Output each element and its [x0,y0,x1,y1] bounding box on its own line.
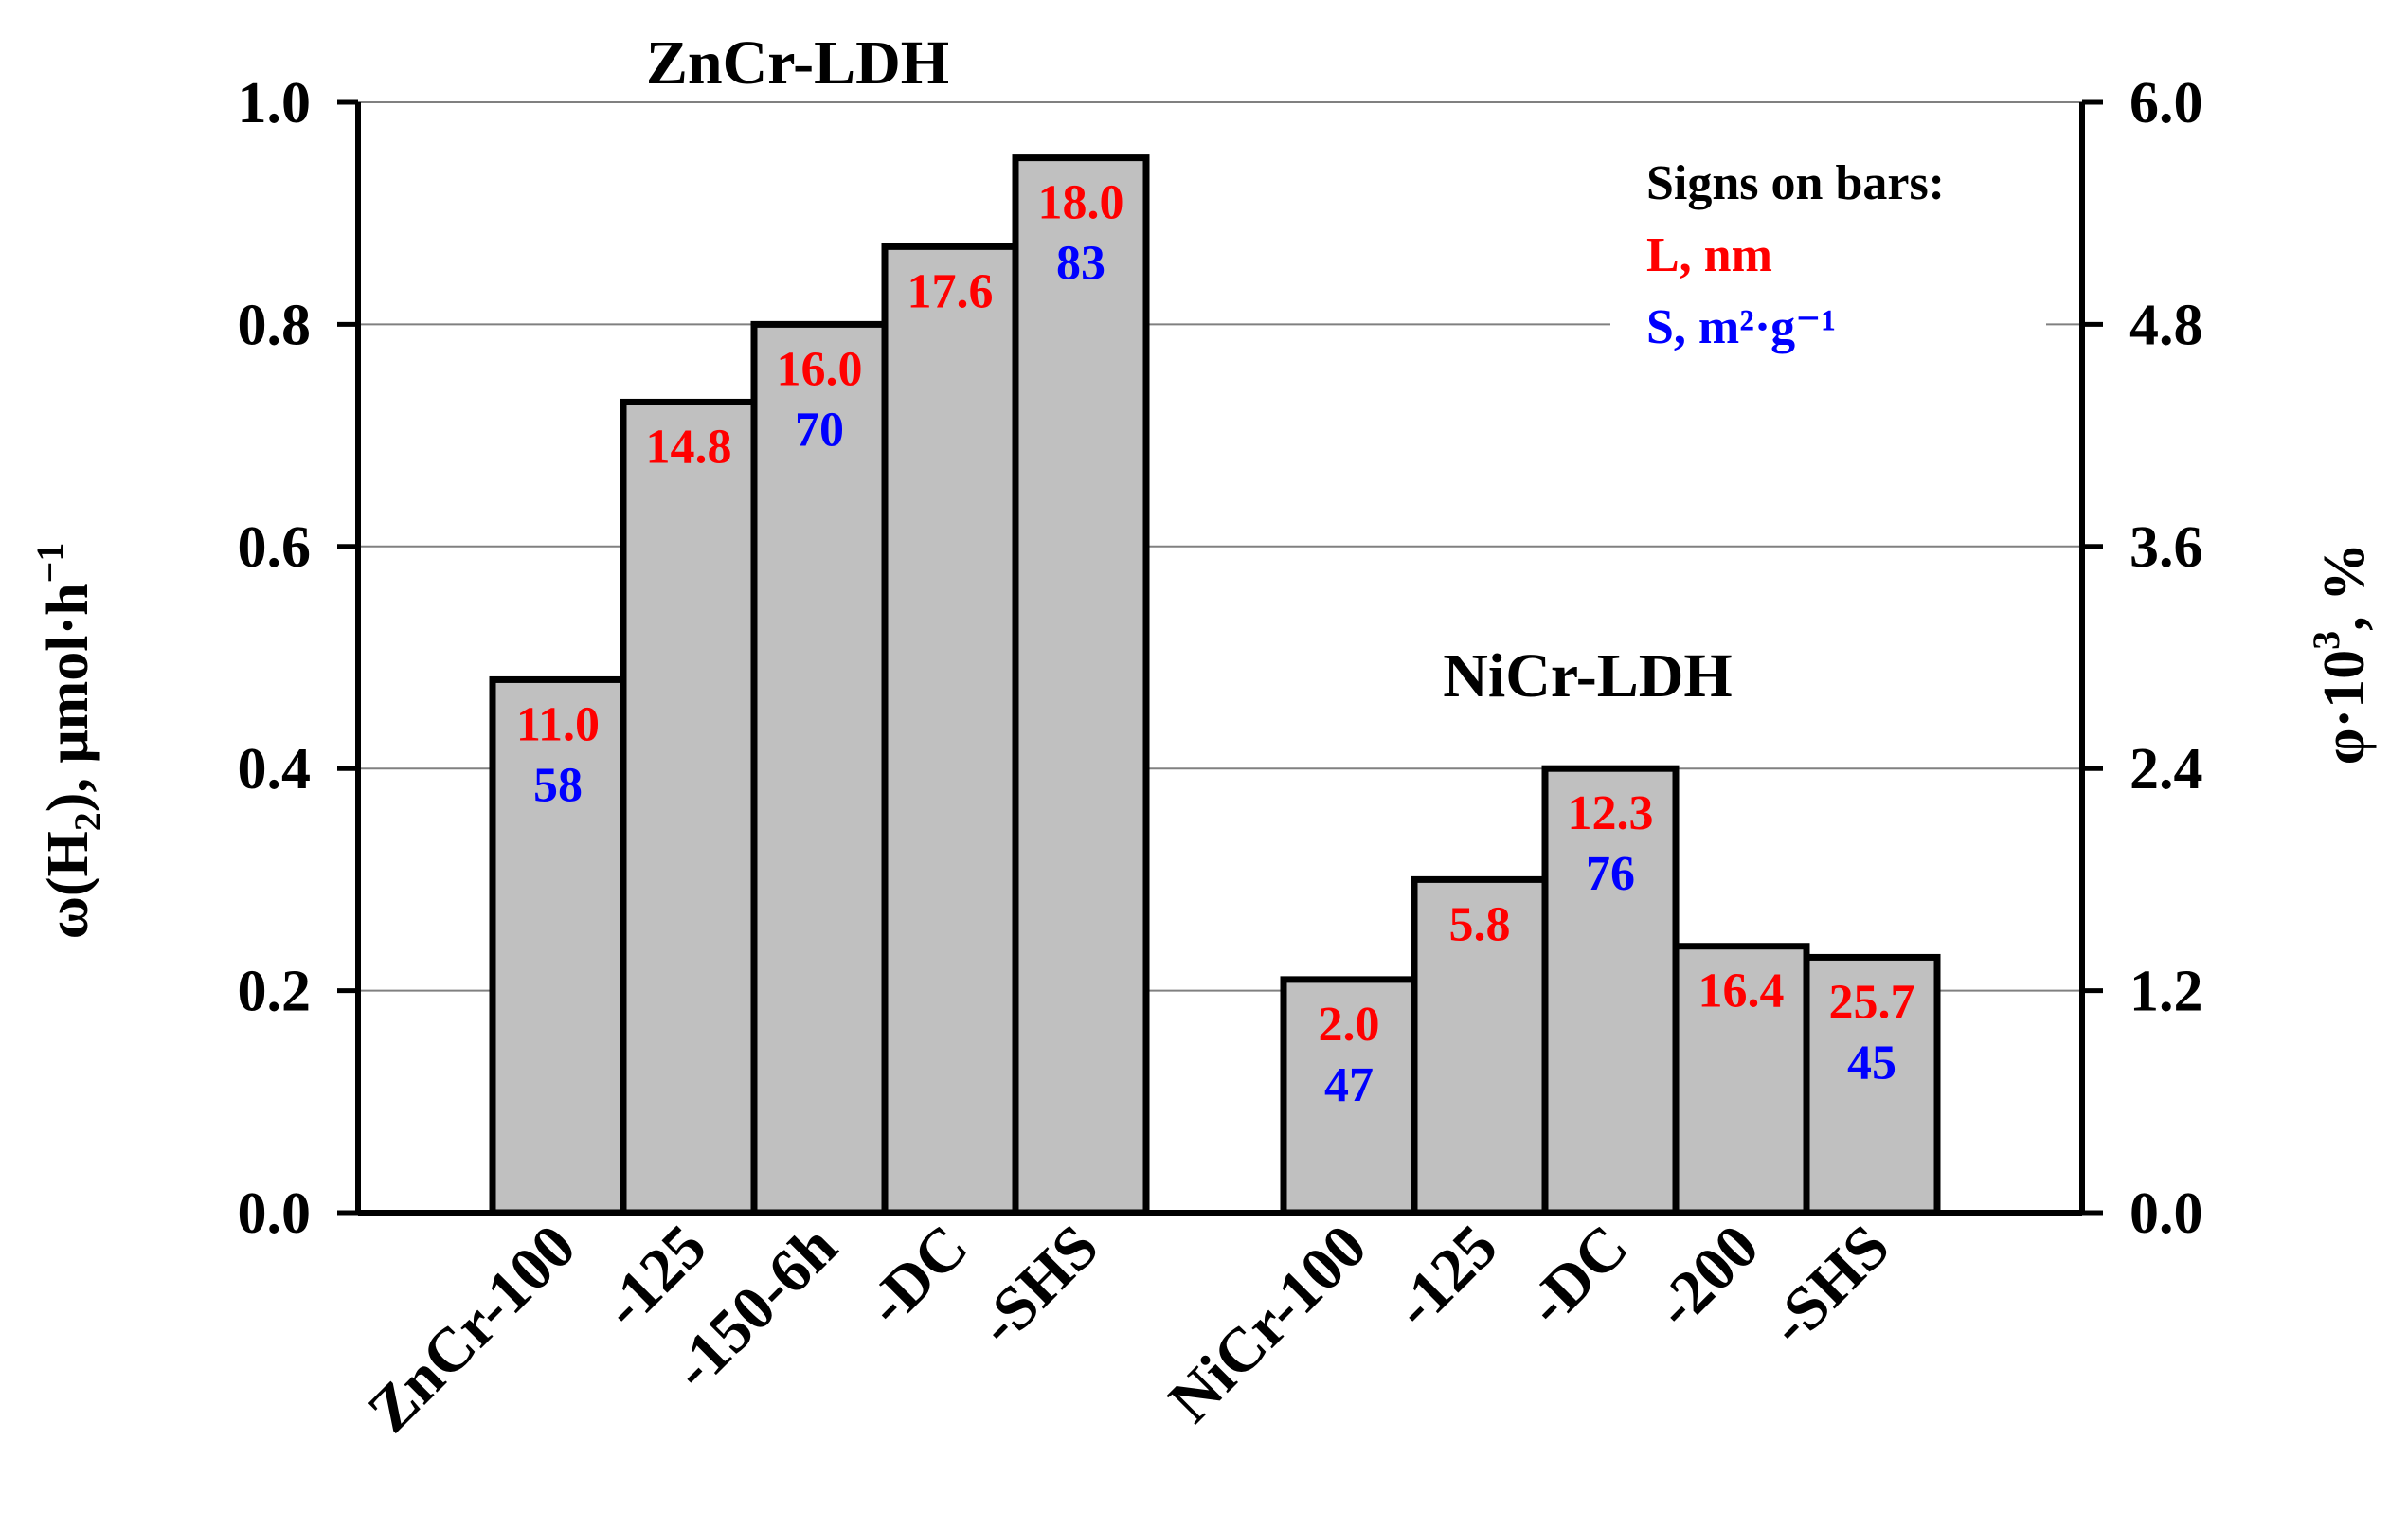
bar-label-l: 16.4 [1698,964,1785,1018]
category-label: NiCr-100 [1156,1212,1380,1436]
bar-labels: 11.0 58 14.8 16.0 70 17.6 18.0 83 2.0 47 5.8 12.3 76… [516,176,1915,1112]
y-left-tick-label: 0.6 [238,515,312,580]
y-left-tick-label: 0.2 [238,960,312,1024]
bar [1012,154,1150,1216]
bar-label-s: 76 [1586,847,1635,901]
bar-label-l: 18.0 [1038,176,1124,230]
y-left-label-tail: ), μmol·h [36,583,100,812]
bar [881,243,1019,1216]
y-right-tick-label: 1.2 [2129,960,2203,1024]
y-right-tick-label: 6.0 [2129,71,2203,135]
bar-label-s: 70 [795,403,844,457]
category-labels: ZnCr-100 -125-150-6h -DC-SHS NiCr-100 -125 -D… [355,1212,1903,1446]
y-right-tick-label: 2.4 [2129,737,2203,802]
y-right-label-tail: , % [2312,543,2377,631]
y-left-label-sup: −1 [28,543,71,584]
bar-label-s: 47 [1324,1058,1374,1112]
bar-label-l: 2.0 [1319,998,1380,1052]
category-label: -DC [854,1212,981,1340]
bar-label-s: 83 [1056,237,1105,291]
group-labels: ZnCr-LDH NiCr-LDH [646,28,1733,711]
bar-label-l: 25.7 [1829,975,1915,1029]
bar [750,320,889,1216]
y-axis-right-title: φ·103, % [2305,543,2377,765]
y-right-label-main: φ·10 [2312,650,2377,765]
y-left-tick-label: 0.0 [238,1181,312,1246]
y-right-tick-label: 3.6 [2129,515,2203,580]
bar [1280,976,1418,1216]
bar [1803,953,1941,1216]
y-left-tick-label: 1.0 [238,71,312,135]
group-label: ZnCr-LDH [646,28,949,98]
bars [489,154,1941,1216]
y-right-label-sup: 3 [2305,631,2347,650]
bar-label-l: 16.0 [777,342,863,396]
bar [620,398,758,1216]
category-label: ZnCr-100 [355,1212,589,1446]
bar-label-l: 5.8 [1449,897,1511,951]
category-label: -200 [1642,1212,1771,1342]
bar-label-s: 58 [533,758,583,812]
legend: Signs on bars: L, nm S, m²·g⁻¹ [1646,156,1945,354]
y-axis-left-title: ω(H2), μmol·h−1 [28,543,109,940]
axes [337,99,2103,1216]
legend-s: S, m²·g⁻¹ [1646,300,1836,354]
bar-label-l: 17.6 [907,264,994,318]
y-left-label-sub: 2 [66,812,109,831]
bar [1411,875,1549,1216]
y-right-tick-label: 0.0 [2129,1181,2203,1246]
legend-title: Signs on bars: [1646,156,1945,210]
category-label: -DC [1514,1212,1642,1340]
y-left-tick-label: 0.4 [238,737,312,802]
bar-label-l: 12.3 [1568,786,1654,840]
bar-label-l: 11.0 [516,697,600,751]
bar-label-l: 14.8 [646,420,732,474]
y-right-tick-label: 4.8 [2129,293,2203,357]
bar [1541,765,1680,1216]
group-label: NiCr-LDH [1443,641,1733,711]
y-left-label-main: ω(H [36,831,100,939]
bar [489,675,627,1216]
category-label: -125 [1380,1212,1510,1342]
tick-labels: 0.0 0.0 0.2 1.2 0.4 2.4 0.6 3.6 0.8 4.8 1.0 6.0 [238,71,2203,1246]
category-label: -SHS [964,1212,1111,1359]
category-label: -SHS [1755,1212,1902,1359]
legend-background [1610,303,2046,360]
legend-l: L, nm [1646,228,1772,282]
y-left-tick-label: 0.8 [238,293,312,357]
bar-label-s: 45 [1847,1036,1896,1090]
